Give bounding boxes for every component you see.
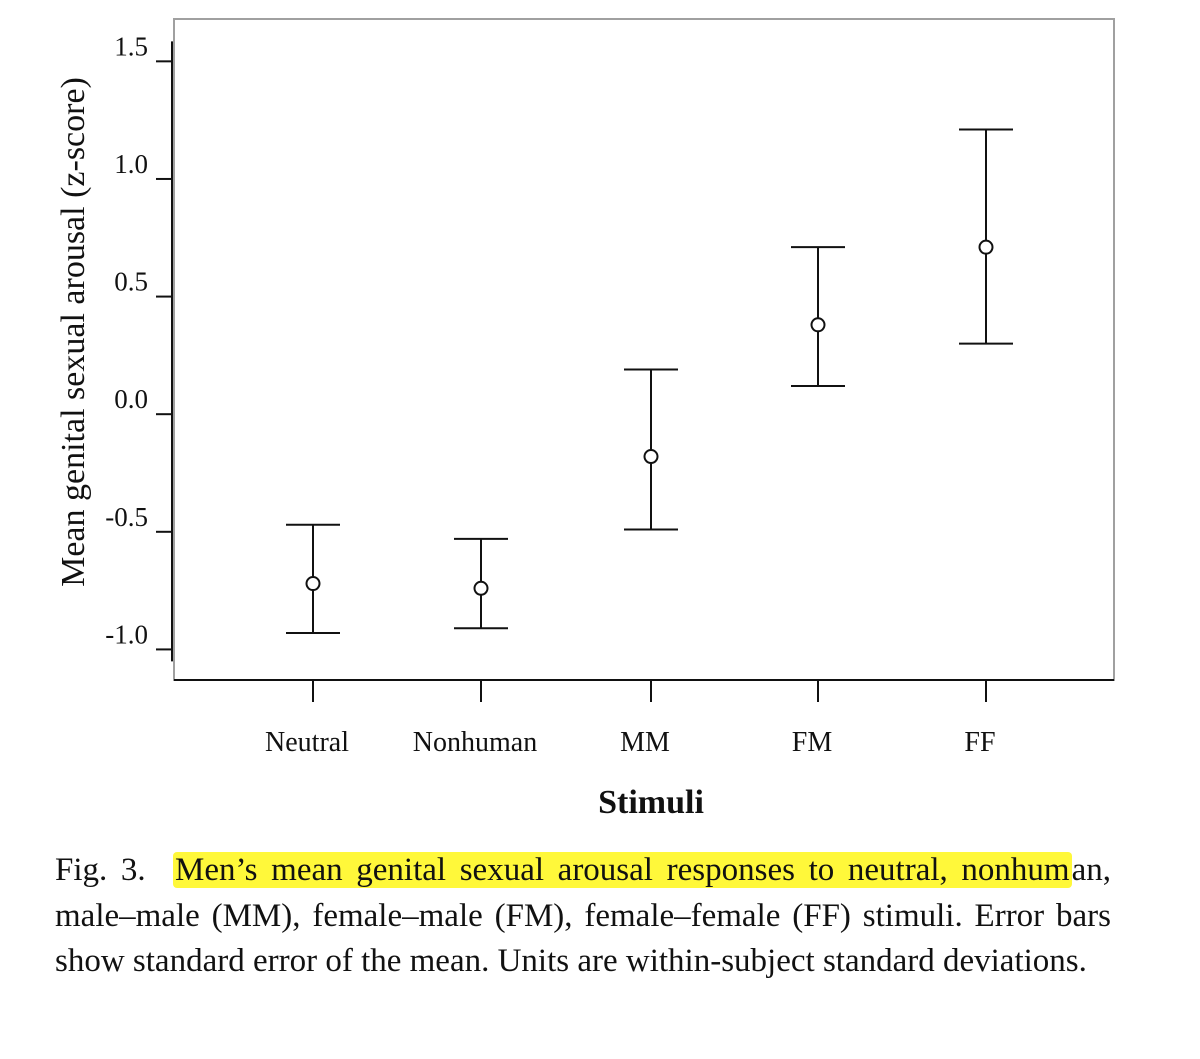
y-axis-title: Mean genital sexual arousal (z-score) xyxy=(55,77,92,587)
mean-point xyxy=(305,576,321,592)
error-bar-neutral xyxy=(286,523,340,634)
y-tick-label: 1.0 xyxy=(114,149,148,179)
y-tick-label: 0.0 xyxy=(114,384,148,414)
caption-highlighted-text: Men’s mean genital sexual arousal respon… xyxy=(173,852,1072,888)
error-bar-fm xyxy=(791,246,845,387)
x-tick-label: FF xyxy=(964,727,995,758)
figure-caption: Fig. 3. Men’s mean genital sexual arousa… xyxy=(55,848,1111,985)
y-axis: -1.0 -0.5 0.0 0.5 1.0 1.5 xyxy=(105,31,173,662)
x-tick-label: Nonhuman xyxy=(413,727,537,758)
x-tick-label: Neutral xyxy=(265,727,349,758)
y-tick-label: -0.5 xyxy=(105,502,148,532)
caption-label: Fig. 3. xyxy=(55,852,146,888)
error-bar-nonhuman xyxy=(454,537,508,630)
x-axis: Neutral Nonhuman MM FM FF xyxy=(174,679,1114,758)
x-tick-label: FM xyxy=(792,727,833,758)
error-bar-chart: -1.0 -0.5 0.0 0.5 1.0 1.5 Neutral Nonhuman MM FM… xyxy=(55,18,1115,821)
mean-point xyxy=(978,239,994,255)
x-axis-title: Stimuli xyxy=(598,784,704,821)
y-tick-label: 1.5 xyxy=(114,31,148,61)
error-bar-ff xyxy=(959,128,1013,345)
y-tick-label: -1.0 xyxy=(105,619,148,649)
mean-point xyxy=(810,317,826,333)
caption-text: an, male–male (MM), female–male (FM), fe… xyxy=(55,852,1111,979)
error-bar-mm xyxy=(624,368,678,531)
mean-point xyxy=(473,580,489,596)
x-tick-label: MM xyxy=(620,727,670,758)
y-tick-label: 0.5 xyxy=(114,267,148,297)
mean-point xyxy=(643,449,659,465)
error-bars xyxy=(286,128,1013,634)
